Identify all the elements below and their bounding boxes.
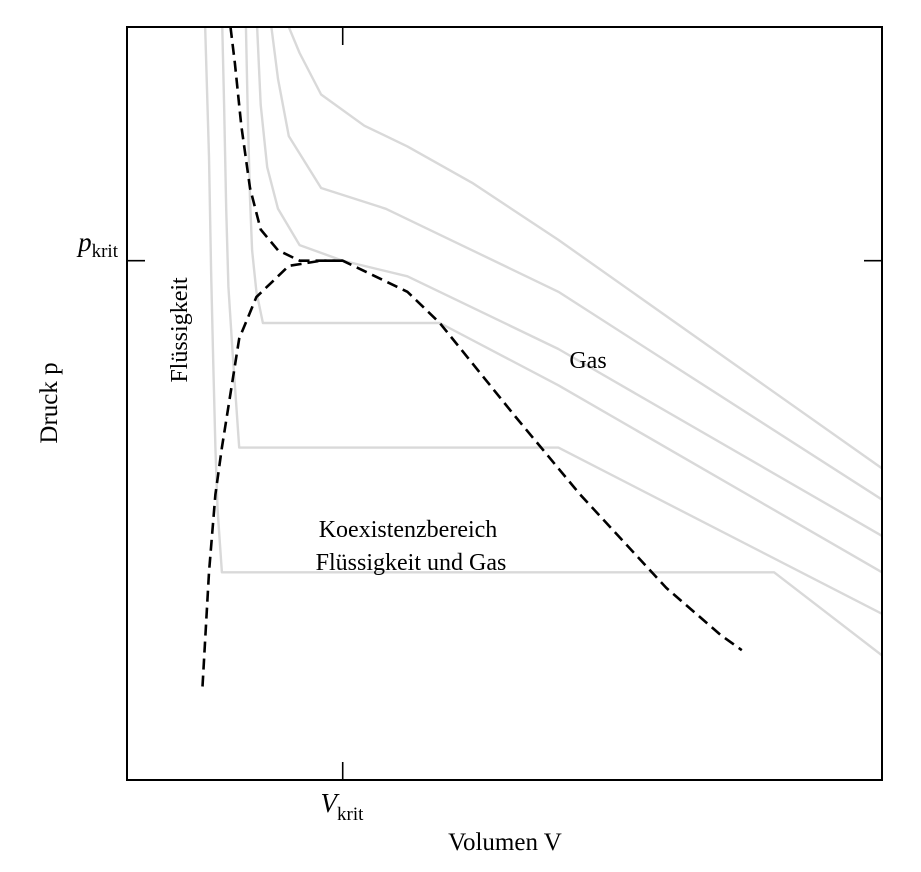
isotherm-1 bbox=[203, 27, 882, 657]
isotherm-4 bbox=[255, 27, 882, 538]
isotherm-6 bbox=[287, 27, 882, 470]
y-tick-label-pkrit: pkrit bbox=[76, 227, 119, 262]
isotherm-3 bbox=[244, 27, 882, 574]
label-gas: Gas bbox=[569, 348, 606, 374]
label-koexistenz-line1: Koexistenzbereich bbox=[319, 517, 498, 543]
y-axis-title: Druck p bbox=[36, 362, 63, 443]
plot-frame bbox=[126, 26, 883, 781]
coexistence-boundary-1 bbox=[201, 259, 743, 687]
label-koexistenz-line2: Flüssigkeit und Gas bbox=[316, 550, 507, 576]
curves-layer bbox=[201, 27, 882, 687]
tick-marks bbox=[127, 27, 882, 780]
x-axis-title: Volumen V bbox=[448, 829, 562, 856]
label-fluessigkeit: Flüssigkeit bbox=[167, 277, 193, 383]
x-tick-label-vkrit: Vkrit bbox=[321, 788, 365, 825]
isotherm-5 bbox=[270, 27, 882, 501]
isotherm-2 bbox=[221, 27, 882, 615]
